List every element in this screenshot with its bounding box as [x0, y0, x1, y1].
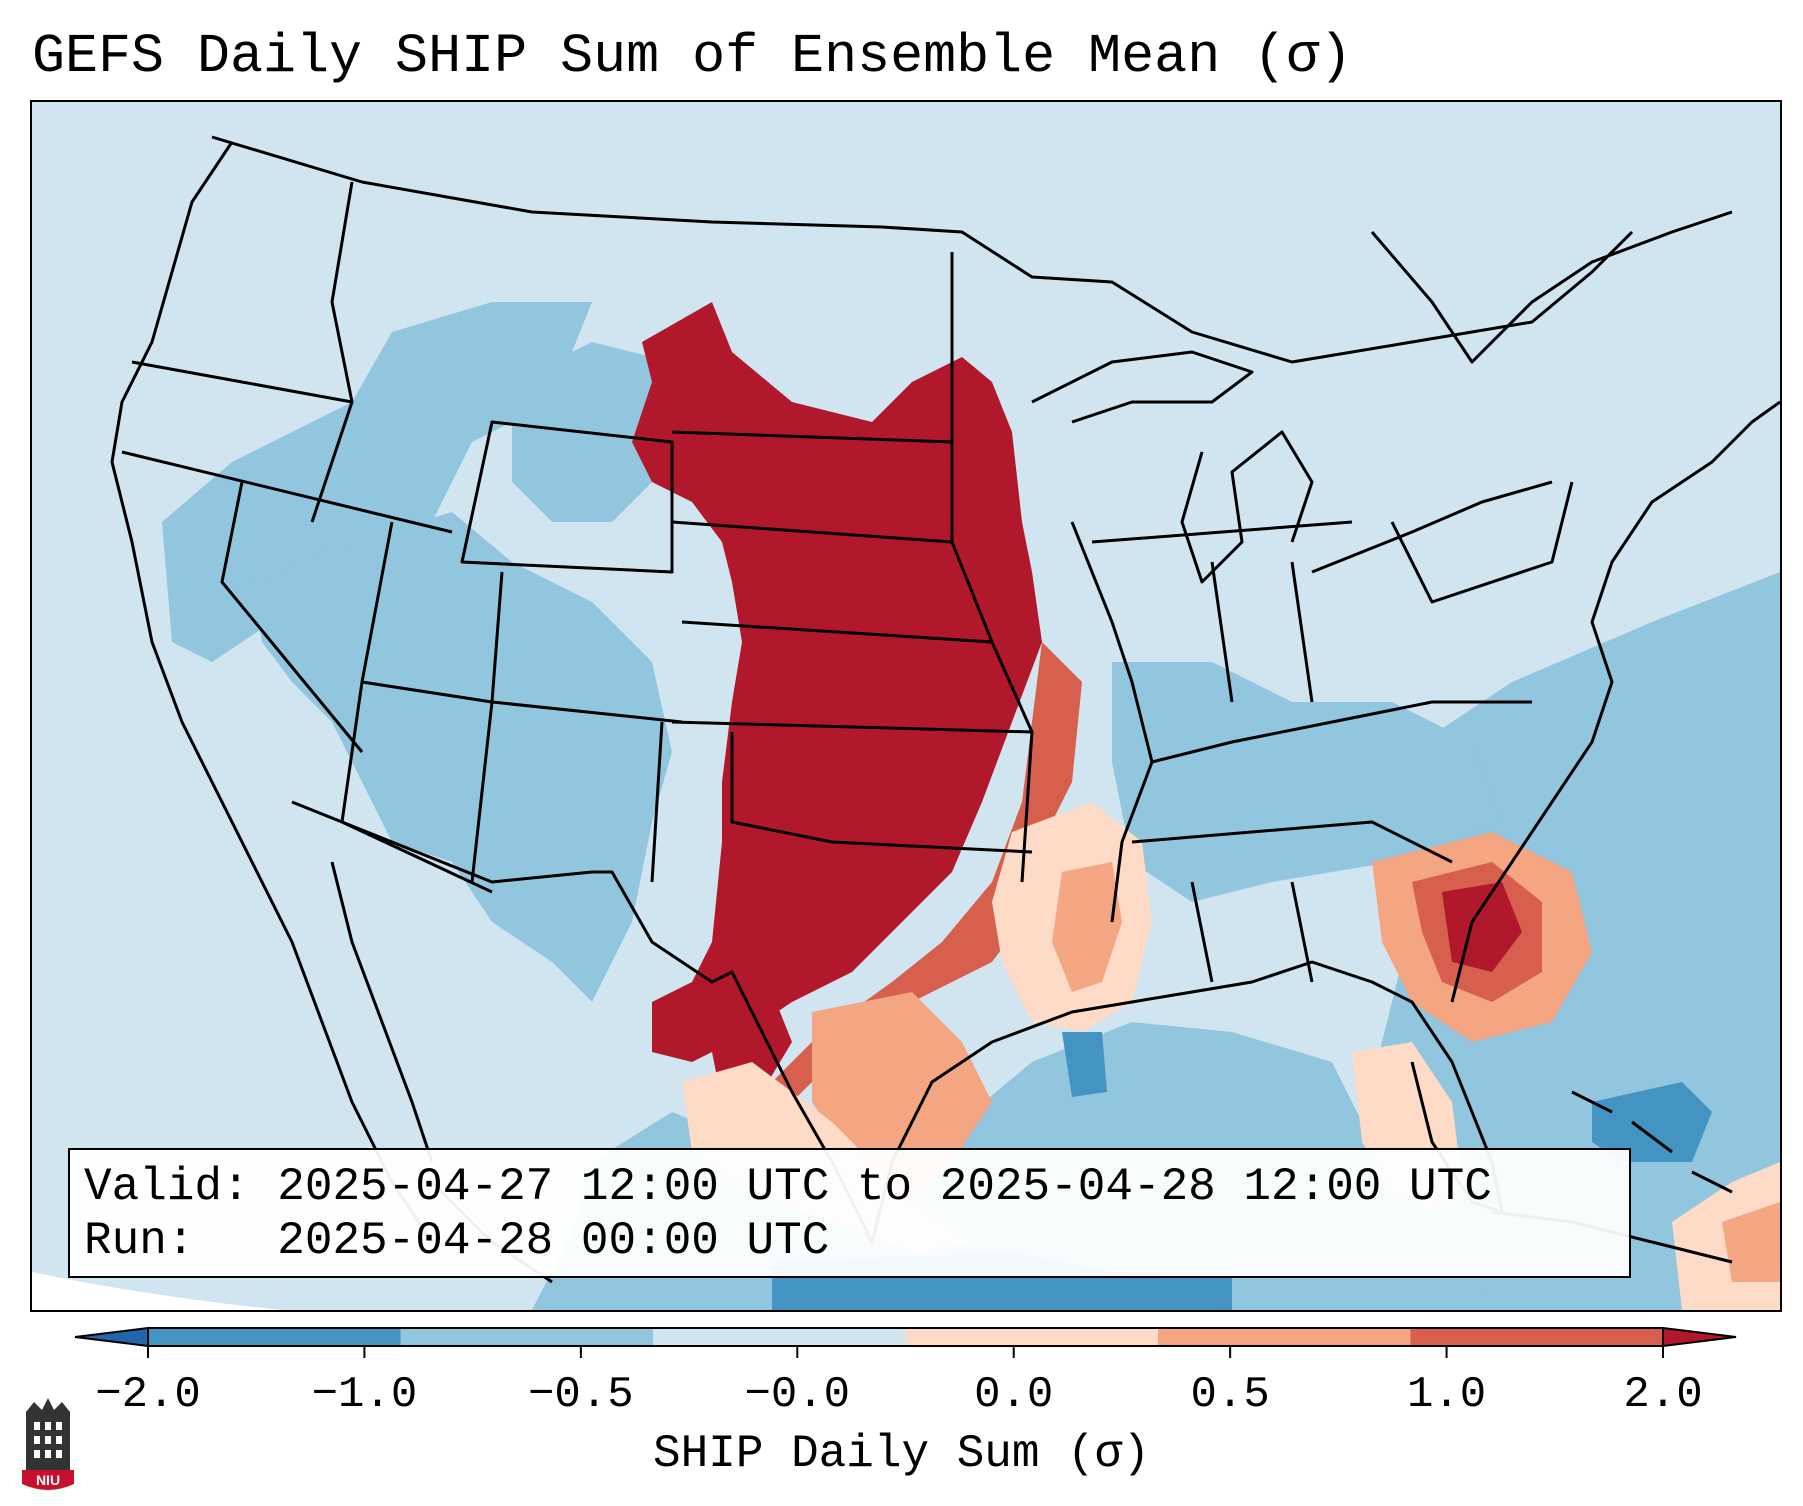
colorbar-tick-label: −0.5 [528, 1370, 634, 1420]
colorbar-ticks: −2.0 −1.0 −0.5 −0.0 0.0 0.5 1.0 2.0 [95, 1346, 1703, 1420]
mississippi-river [1070, 521, 1154, 923]
idaho-montana [310, 181, 354, 523]
colorbar-tick-label: 2.0 [1623, 1370, 1702, 1420]
bahamas [1571, 1090, 1733, 1194]
bahamas-strong-negative [1592, 1082, 1712, 1162]
logo-tower-icon [26, 1398, 70, 1470]
arizona-new-mexico [340, 681, 493, 894]
baja-california [330, 861, 434, 1163]
northeast-states [1390, 481, 1574, 604]
tennessee-south [1131, 820, 1453, 864]
lower-mississippi-moderate-positive [1052, 862, 1122, 992]
nevada-california [220, 481, 364, 753]
great-lakes-michigan [1180, 430, 1314, 584]
niu-logo: NIU [22, 1398, 74, 1490]
ohio-river [1151, 700, 1532, 764]
us-canada-border [211, 135, 1634, 364]
plains-extreme-positive [632, 302, 1042, 1062]
southeast-states [1190, 881, 1314, 983]
great-basin-weak-negative [252, 512, 672, 1002]
map-canvas [32, 102, 1780, 1310]
boundary-lines [110, 135, 1780, 1284]
southern-border [291, 800, 874, 1243]
colorbar: −2.0 −1.0 −0.5 −0.0 0.0 0.5 1.0 2.0 [74, 1326, 1737, 1420]
valid-run-info-box: Valid: 2025-04-27 12:00 UTC to 2025-04-2… [68, 1148, 1631, 1278]
canada-east [1370, 210, 1733, 364]
colorbar-bin [1410, 1328, 1664, 1346]
wyoming-box [460, 420, 674, 574]
colorbar-tick-label: −0.0 [744, 1370, 850, 1420]
utah-colorado [360, 521, 504, 704]
southeast-coast-extreme-positive [1442, 882, 1522, 972]
colorbar-tick-label: −2.0 [95, 1370, 201, 1420]
northwest-weak-negative [162, 302, 592, 662]
caribbean-moderate-positive [1722, 1202, 1780, 1282]
colorbar-over-arrow [1662, 1326, 1737, 1348]
washington-oregon [131, 360, 353, 404]
four-corners [470, 701, 494, 883]
colorbar-tick-label: 1.0 [1407, 1370, 1486, 1420]
colorbar-under-arrow [74, 1326, 149, 1348]
colorbar-tick-label: 0.0 [974, 1370, 1053, 1420]
ohio-valley-weak-negative [1112, 662, 1502, 902]
colorado-south [491, 700, 683, 724]
atlantic-coast [1450, 400, 1780, 1003]
run-time-line: Run: 2025-04-28 00:00 UTC [84, 1215, 830, 1267]
colorbar-tick-label: 0.5 [1191, 1370, 1270, 1420]
colorbar-label: SHIP Daily Sum (σ) [653, 1428, 1150, 1480]
plains-east [950, 252, 1034, 883]
great-lakes-erie-ontario [1311, 480, 1553, 574]
colorbar-bin [1158, 1328, 1411, 1346]
colorbar-bin [653, 1328, 906, 1346]
oregon-california [121, 450, 453, 534]
colorbar-bin [905, 1328, 1159, 1346]
map-panel [30, 100, 1782, 1312]
colorbar-bin [148, 1328, 401, 1346]
dakota-nebraska [671, 520, 953, 544]
map-title: GEFS Daily SHIP Sum of Ensemble Mean (σ) [32, 25, 1353, 88]
midwest-states [1091, 520, 1353, 703]
kansas-oklahoma [671, 720, 1033, 734]
colorbar-outline [147, 1327, 1664, 1347]
great-lakes-superior [1031, 350, 1254, 424]
new-mexico-east [650, 721, 664, 883]
oklahoma-texas [730, 732, 1033, 854]
plains-west-weak-negative [512, 342, 692, 522]
colorbar-tick-label: −1.0 [312, 1370, 418, 1420]
nebraska-kansas [681, 620, 993, 644]
dakotas-border [671, 430, 953, 444]
projection-edge-left [32, 1272, 282, 1310]
colorbar-bins [148, 1328, 1664, 1346]
gulf-strong-negative-1 [1062, 1032, 1107, 1097]
pacific-coast [110, 141, 434, 1243]
logo-shield-icon [22, 1470, 74, 1490]
logo-text: NIU [36, 1472, 60, 1488]
colorbar-bin [400, 1328, 654, 1346]
valid-time-line: Valid: 2025-04-27 12:00 UTC to 2025-04-2… [84, 1161, 1492, 1213]
